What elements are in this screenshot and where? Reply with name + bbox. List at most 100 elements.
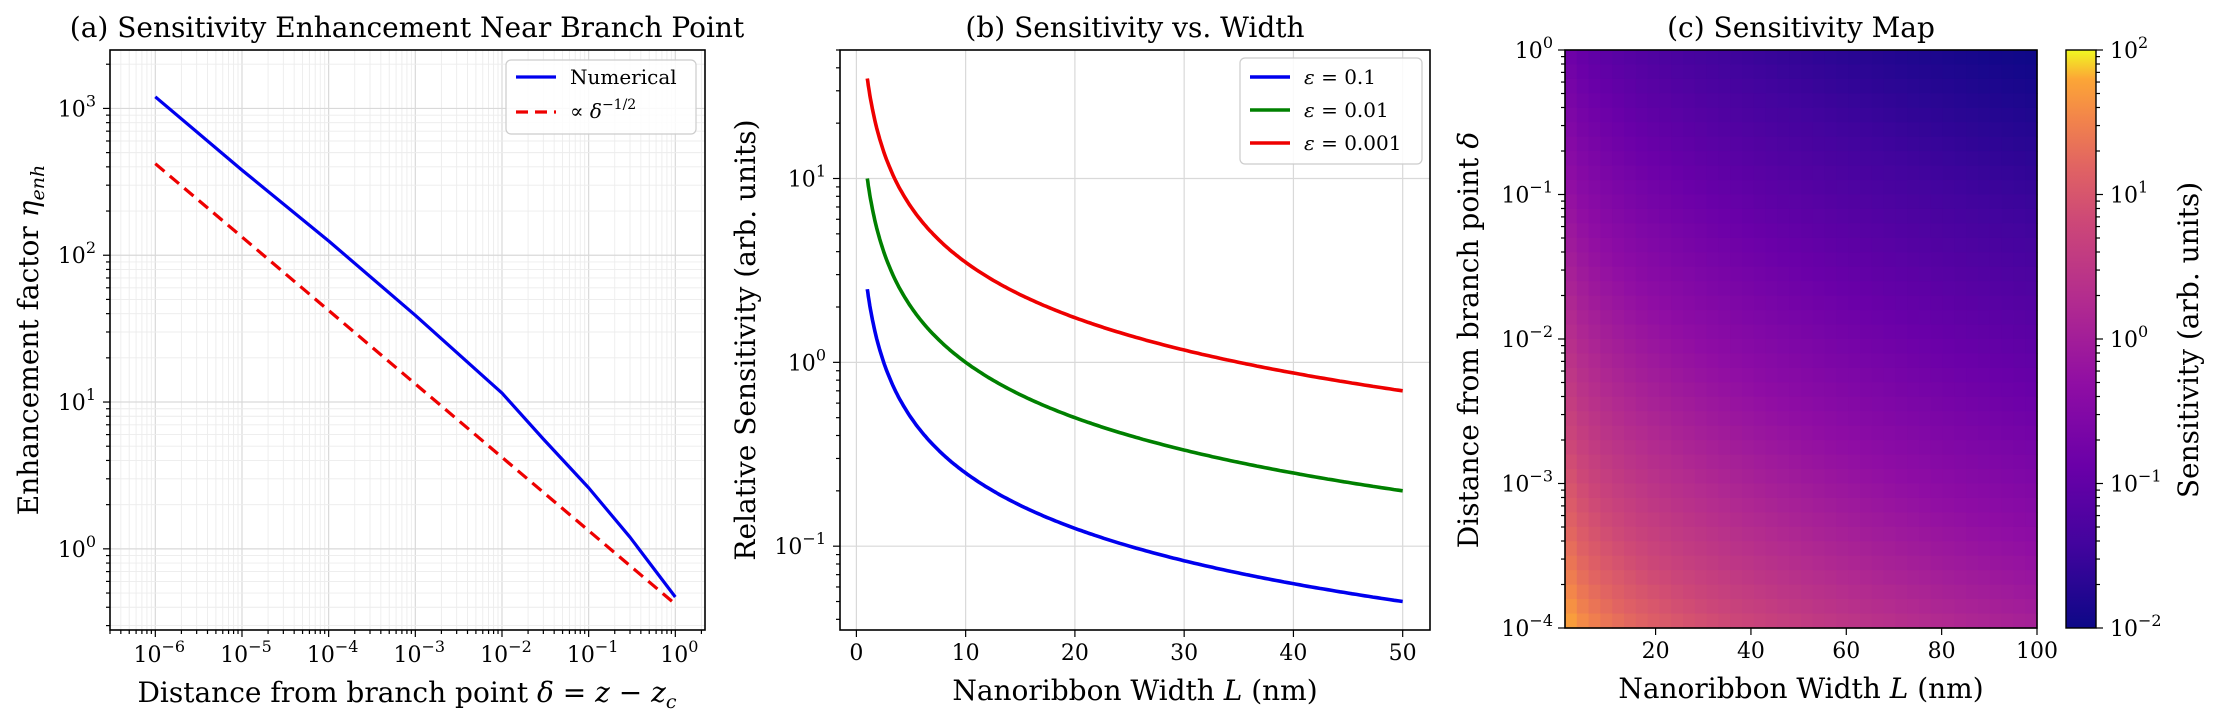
- heatmap-cell: [1765, 281, 1778, 297]
- heatmap-cell: [1706, 526, 1719, 542]
- heatmap-cell: [1883, 440, 1896, 456]
- heatmap-cell: [1942, 382, 1955, 398]
- heatmap-cell: [1706, 512, 1719, 528]
- heatmap-cell: [1576, 93, 1590, 109]
- heatmap-cell: [1930, 570, 1944, 586]
- heatmap-cell: [1565, 107, 1578, 123]
- heatmap-cell: [1883, 78, 1896, 94]
- y-tick-label: 100: [788, 345, 826, 376]
- heatmap-cell: [1612, 339, 1625, 355]
- heatmap-cell: [1836, 107, 1849, 123]
- heatmap-cell: [1836, 180, 1849, 196]
- heatmap-cell: [1659, 570, 1672, 586]
- heatmap-cell: [1954, 266, 1967, 282]
- heatmap-cell: [1907, 64, 1920, 80]
- heatmap-cell: [1777, 541, 1790, 557]
- heatmap-cell: [1883, 469, 1896, 485]
- heatmap-cell: [1671, 78, 1684, 94]
- series-line-numerical: [154, 95, 677, 598]
- heatmap-cell: [1978, 122, 1991, 138]
- heatmap-cell: [1635, 136, 1649, 152]
- heatmap-cell: [1777, 339, 1790, 355]
- heatmap-cell: [1989, 584, 2003, 600]
- heatmap-cell: [1600, 64, 1613, 80]
- heatmap-cell: [1730, 122, 1743, 138]
- heatmap-cell: [1742, 425, 1755, 441]
- heatmap-cell: [1765, 151, 1778, 167]
- heatmap-cell: [1565, 339, 1578, 355]
- heatmap-cell: [1860, 78, 1873, 94]
- heatmap-cell: [1647, 64, 1660, 80]
- heatmap-cell: [1777, 252, 1790, 268]
- heatmap-cell: [1954, 295, 1967, 311]
- heatmap-cell: [1942, 310, 1955, 326]
- heatmap-cell: [1671, 136, 1684, 152]
- heatmap-cell: [1848, 136, 1861, 152]
- heatmap-cell: [1801, 237, 1814, 253]
- heatmap-cell: [1954, 367, 1967, 383]
- heatmap-cell: [1777, 194, 1790, 210]
- heatmap-cell: [1612, 469, 1625, 485]
- heatmap-cell: [1895, 136, 1908, 152]
- heatmap-cell: [1588, 237, 1601, 253]
- heatmap-cell: [1777, 584, 1790, 600]
- heatmap-cell: [2025, 50, 2038, 66]
- heatmap-cell: [1966, 223, 1979, 239]
- heatmap-cell: [1718, 353, 1731, 369]
- heatmap-cell: [1600, 367, 1613, 383]
- heatmap-cell: [2013, 78, 2026, 94]
- x-tick-label: 10−1: [567, 637, 619, 668]
- heatmap-cell: [1836, 208, 1849, 224]
- heatmap-cell: [1576, 497, 1590, 513]
- heatmap-cell: [1730, 396, 1743, 412]
- heatmap-cell: [1694, 411, 1708, 427]
- heatmap-cell: [1730, 223, 1743, 239]
- panel-c-title: (c) Sensitivity Map: [1667, 11, 1935, 44]
- heatmap-cell: [1706, 541, 1719, 557]
- heatmap-cell: [1706, 497, 1719, 513]
- heatmap-cell: [1576, 50, 1590, 66]
- heatmap-cell: [1777, 223, 1790, 239]
- heatmap-cell: [1624, 266, 1637, 282]
- heatmap-cell: [1824, 324, 1837, 340]
- heatmap-cell: [1753, 599, 1767, 615]
- heatmap-cell: [1812, 425, 1826, 441]
- heatmap-cell: [1777, 208, 1790, 224]
- heatmap-cell: [1942, 194, 1955, 210]
- heatmap-cell: [1824, 281, 1837, 297]
- heatmap-cell: [1812, 122, 1826, 138]
- heatmap-cell: [2013, 570, 2026, 586]
- heatmap-cell: [1895, 599, 1908, 615]
- heatmap-cell: [1989, 252, 2003, 268]
- heatmap-cell: [1706, 425, 1719, 441]
- heatmap-cell: [1671, 497, 1684, 513]
- heatmap-cell: [1706, 324, 1719, 340]
- heatmap-cell: [1706, 367, 1719, 383]
- heatmap-cell: [1647, 50, 1660, 66]
- heatmap-cell: [1966, 440, 1979, 456]
- heatmap-cell: [1966, 237, 1979, 253]
- heatmap-cell: [1588, 194, 1601, 210]
- heatmap-cell: [1812, 555, 1826, 571]
- heatmap-cell: [2001, 541, 2014, 557]
- heatmap-cell: [1753, 483, 1767, 499]
- heatmap-cell: [1588, 180, 1601, 196]
- heatmap-cell: [1600, 208, 1613, 224]
- heatmap-cell: [1635, 122, 1649, 138]
- heatmap-cell: [1989, 599, 2003, 615]
- heatmap-cell: [1765, 570, 1778, 586]
- heatmap-cell: [1576, 266, 1590, 282]
- heatmap-cell: [1954, 353, 1967, 369]
- heatmap-cell: [1624, 411, 1637, 427]
- heatmap-cell: [1624, 526, 1637, 542]
- heatmap-cell: [1753, 425, 1767, 441]
- heatmap-cell: [1801, 497, 1814, 513]
- heatmap-cell: [1942, 526, 1955, 542]
- panel-c-ylabel: Distance from branch point δ: [1452, 132, 1485, 548]
- heatmap-cell: [1777, 613, 1790, 629]
- heatmap-cell: [1824, 223, 1837, 239]
- heatmap-cell: [1671, 396, 1684, 412]
- heatmap-cell: [1789, 310, 1802, 326]
- heatmap-cell: [1659, 136, 1672, 152]
